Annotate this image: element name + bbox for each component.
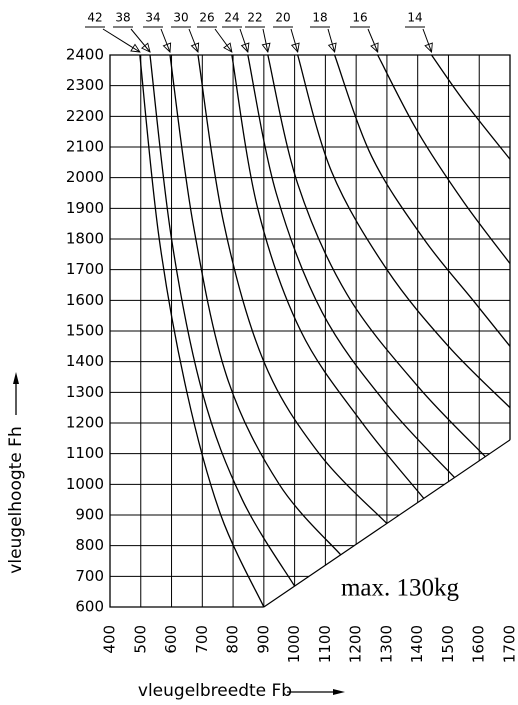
label-arrowhead [240,42,250,53]
y-tick-label: 1600 [66,291,104,309]
x-tick-label: 1400 [408,625,426,663]
y-tick-label: 2100 [66,138,104,156]
curve-label: 22 [247,11,262,25]
label-arrowhead [130,43,141,53]
label-leader [160,28,171,53]
x-axis-arrowhead [333,689,345,695]
x-tick-label: 900 [254,625,272,654]
x-tick-label: 800 [224,625,242,654]
x-tick-label: 400 [101,625,119,654]
label-arrowhead [370,42,379,53]
y-tick-label: 1900 [66,199,104,217]
label-arrowhead [290,42,300,54]
x-tick-label: 500 [131,625,149,654]
y-tick-label: 1200 [66,414,104,432]
curve [197,54,388,525]
y-axis-title: vleugelhoogte Fh [6,426,26,573]
curve-label: 16 [352,11,367,25]
curve [231,54,425,499]
label-arrowhead [327,42,337,54]
curve [377,54,511,264]
x-tick-label: 1000 [285,625,303,663]
y-tick-label: 2300 [66,76,104,94]
annotation: max. 130kg [341,575,460,602]
x-tick-label: 1200 [347,625,365,663]
curve [267,54,486,458]
curve-label: 18 [312,11,327,25]
x-tick-label: 600 [162,625,180,654]
curve-label: 14 [407,11,422,25]
curve-label: 34 [145,11,160,25]
curve [149,54,296,587]
label-arrowhead [223,42,233,53]
curve-label: 26 [199,11,214,25]
curve [247,54,456,479]
x-tick-label: 1700 [501,625,518,663]
y-tick-label: 1000 [66,475,104,493]
label-leader [102,28,141,53]
label-arrowhead [162,42,172,53]
frame [109,54,511,608]
x-tick-label: 1100 [316,625,334,663]
curve-label: 30 [173,11,188,25]
x-tick-label: 1500 [439,625,457,663]
y-axis-arrowhead [13,372,19,384]
y-tick-label: 1500 [66,322,104,340]
y-tick-label: 1700 [66,260,104,278]
y-tick-label: 900 [75,506,104,524]
y-tick-label: 1400 [66,352,104,370]
y-tick-label: 800 [75,536,104,554]
label-leader [327,28,336,53]
label-arrowhead [190,42,200,53]
label-leader [262,28,269,53]
x-tick-label: 700 [193,625,211,654]
curve [431,54,511,160]
y-tick-label: 600 [75,598,104,616]
curve [297,54,511,409]
curve-label: 24 [224,11,239,25]
curve-label: 20 [275,11,290,25]
y-tick-label: 1300 [66,383,104,401]
curve [334,54,511,347]
label-leader [214,28,233,53]
label-leader [239,28,249,53]
curve [139,54,265,608]
y-tick-label: 2400 [66,46,104,64]
y-tick-label: 700 [75,567,104,585]
label-arrowhead [261,42,271,54]
curve-label: 42 [87,11,102,25]
grid [110,55,510,607]
label-arrowhead [141,42,151,53]
x-axis-title: vleugelbreedte Fb [138,681,292,701]
y-tick-label: 1100 [66,444,104,462]
label-leader [367,28,379,53]
label-leader [290,28,299,53]
label-leader [188,28,199,53]
y-tick-label: 2200 [66,107,104,125]
label-arrowhead [424,42,433,53]
label-leader [130,28,151,53]
y-tick-label: 2000 [66,168,104,186]
x-tick-label: 1300 [377,625,395,663]
curve [169,54,342,556]
marks [139,54,511,608]
y-tick-label: 1800 [66,230,104,248]
x-tick-label: 1600 [470,625,488,663]
curve-label: 38 [115,11,130,25]
label-leader [422,28,433,53]
